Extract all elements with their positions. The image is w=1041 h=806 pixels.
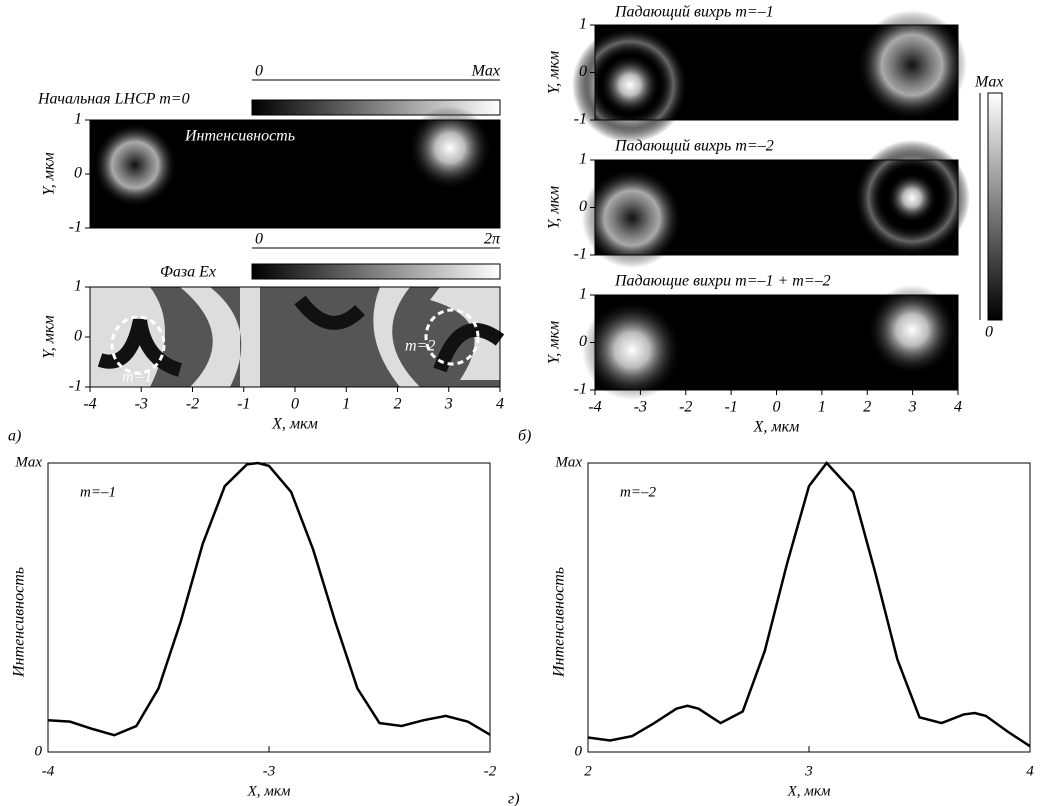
- phase-pattern: [97, 295, 505, 377]
- y-tick-label: 0: [35, 743, 43, 759]
- map-title: Начальная LHCP m=0: [37, 91, 190, 108]
- y-tick-label: -1: [574, 246, 587, 263]
- x-axis-label: X, мкм: [787, 783, 831, 799]
- y-tick-label: 0: [575, 743, 583, 759]
- intensity-spot: [582, 300, 682, 400]
- y-tick-label: -1: [574, 381, 587, 398]
- colorbar-max: Max: [471, 63, 500, 80]
- colorbar-min: 0: [255, 63, 263, 80]
- y-tick-label: -1: [574, 111, 587, 128]
- intensity-spot: [887, 173, 937, 223]
- x-tick-label: 2: [584, 763, 592, 779]
- x-tick-label: -4: [83, 396, 96, 413]
- annotation: m=–2: [620, 484, 656, 500]
- x-tick-label: 3: [444, 396, 453, 413]
- x-tick-label: -3: [634, 399, 647, 416]
- y-tick-label: 1: [74, 111, 82, 128]
- colorbar: [251, 263, 501, 280]
- y-axis-label: Y, мкм: [546, 51, 563, 94]
- plot-frame: [47, 462, 491, 753]
- intensity-spot: [867, 285, 957, 375]
- y-tick-label: 0: [74, 165, 82, 182]
- x-tick-label: 3: [804, 763, 813, 779]
- x-tick-label: 0: [773, 399, 781, 416]
- line: [47, 461, 491, 737]
- map-title: Падающий вихрь m=–2: [614, 138, 774, 155]
- y-axis-label: Y, мкм: [41, 315, 58, 358]
- x-tick-label: -3: [135, 396, 148, 413]
- x-tick-label: 2: [394, 396, 402, 413]
- x-tick-label: 1: [342, 396, 350, 413]
- y-axis-label: Интенсивность: [551, 567, 568, 678]
- colorbar-min: 0: [985, 324, 993, 341]
- y-tick-label: Max: [14, 454, 42, 470]
- x-tick-label: 2: [863, 399, 871, 416]
- colorbar-max: 2π: [484, 231, 501, 248]
- y-tick-label: Max: [554, 454, 582, 470]
- vortex-label: m=2: [405, 338, 435, 355]
- x-tick-label: -2: [186, 396, 199, 413]
- map-title: Фаза Ex: [160, 264, 216, 281]
- map-label: Интенсивность: [184, 128, 295, 145]
- x-tick-label: -4: [42, 763, 55, 779]
- colorbar-min: 0: [255, 231, 263, 248]
- vortex-label: m=1: [122, 369, 152, 386]
- x-axis-label: X, мкм: [247, 783, 291, 799]
- intensity-spot: [93, 123, 177, 207]
- line: [587, 461, 1031, 748]
- annotation: m=–1: [80, 484, 116, 500]
- y-axis-label: Интенсивность: [11, 567, 28, 678]
- y-tick-label: 0: [579, 333, 587, 350]
- y-tick-label: -1: [69, 378, 82, 395]
- vortex-marker: [424, 308, 480, 366]
- y-tick-label: 1: [579, 286, 587, 303]
- y-axis-label: Y, мкм: [41, 152, 58, 195]
- colorbar-max: Max: [974, 74, 1003, 91]
- y-tick-label: 0: [579, 198, 587, 215]
- plot-frame: [587, 462, 1031, 753]
- vortex-marker: [110, 315, 166, 375]
- y-axis-label: Y, мкм: [546, 186, 563, 229]
- intensity-spot: [582, 168, 682, 268]
- x-tick-label: -1: [237, 396, 250, 413]
- x-tick-label: 4: [496, 396, 504, 413]
- y-tick-label: 1: [74, 278, 82, 295]
- y-tick-label: 1: [579, 16, 587, 33]
- x-axis-label: X, мкм: [753, 419, 800, 436]
- x-tick-label: -2: [484, 763, 497, 779]
- intensity-spot: [857, 10, 967, 120]
- phase-pattern: [90, 287, 500, 387]
- y-tick-label: -1: [69, 219, 82, 236]
- x-tick-label: 3: [908, 399, 917, 416]
- colorbar: [987, 92, 1003, 321]
- x-tick-label: -4: [588, 399, 601, 416]
- x-tick-label: 1: [818, 399, 826, 416]
- panel-letter: г): [508, 791, 520, 806]
- x-tick-label: -3: [263, 763, 276, 779]
- map-title: Падающие вихри m=–1 + m=–2: [614, 273, 831, 290]
- intensity-spot: [600, 55, 660, 115]
- x-tick-label: 4: [954, 399, 962, 416]
- intensity-spot: [408, 106, 492, 190]
- y-tick-label: 0: [579, 63, 587, 80]
- y-tick-label: 1: [579, 151, 587, 168]
- panel-letter: б): [518, 428, 531, 445]
- x-tick-label: -2: [679, 399, 692, 416]
- x-tick-label: 0: [291, 396, 299, 413]
- x-tick-label: -1: [724, 399, 737, 416]
- x-axis-label: X, мкм: [271, 416, 318, 433]
- y-axis-label: Y, мкм: [546, 321, 563, 364]
- panel-letter: а): [8, 428, 21, 445]
- x-tick-label: 4: [1026, 763, 1034, 779]
- map-title: Падающий вихрь m=–1: [614, 4, 774, 21]
- y-tick-label: 0: [74, 328, 82, 345]
